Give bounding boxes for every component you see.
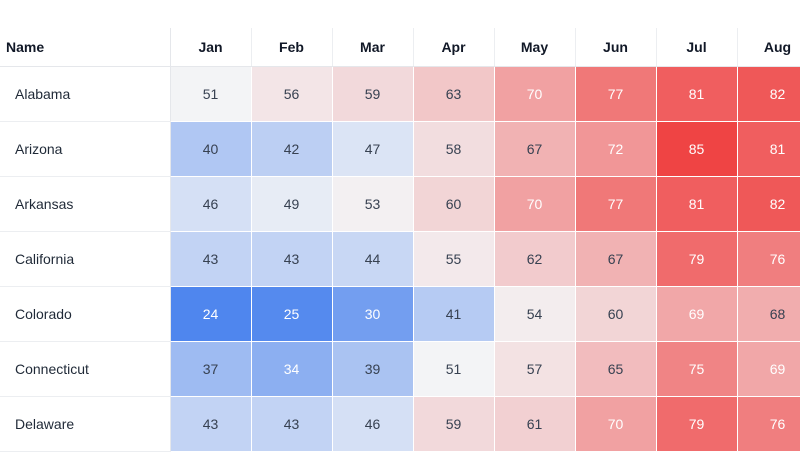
table-row: Colorado 24 25 30 41 54 60 69 68 — [0, 286, 800, 342]
heatmap-cell: 56 — [251, 66, 333, 122]
heatmap-cell: 42 — [251, 121, 333, 177]
column-header-mar[interactable]: Mar — [332, 28, 414, 67]
heatmap-cell: 43 — [170, 231, 252, 287]
heatmap-cell: 76 — [737, 231, 800, 287]
table-row: Arizona 40 42 47 58 67 72 85 81 — [0, 121, 800, 177]
heatmap-cell: 70 — [494, 66, 576, 122]
heatmap-cell: 72 — [575, 121, 657, 177]
heatmap-cell: 37 — [170, 341, 252, 397]
heatmap-cell: 76 — [737, 396, 800, 452]
heatmap-cell: 51 — [170, 66, 252, 122]
table-row: Delaware 43 43 46 59 61 70 79 76 — [0, 396, 800, 452]
heatmap-cell: 54 — [494, 286, 576, 342]
heatmap-cell: 82 — [737, 66, 800, 122]
heatmap-cell: 25 — [251, 286, 333, 342]
header-row: Name Jan Feb Mar Apr May Jun Jul Aug — [0, 28, 800, 67]
heatmap-cell: 62 — [494, 231, 576, 287]
heatmap-cell: 44 — [332, 231, 414, 287]
heatmap-cell: 69 — [656, 286, 738, 342]
heatmap-cell: 69 — [737, 341, 800, 397]
heatmap-cell: 46 — [170, 176, 252, 232]
heatmap-cell: 40 — [170, 121, 252, 177]
heatmap-cell: 43 — [170, 396, 252, 452]
heatmap-cell: 77 — [575, 176, 657, 232]
heatmap-cell: 70 — [494, 176, 576, 232]
heatmap-cell: 68 — [737, 286, 800, 342]
heatmap-cell: 60 — [575, 286, 657, 342]
heatmap-cell: 41 — [413, 286, 495, 342]
heatmap-cell: 30 — [332, 286, 414, 342]
table-body: Alabama 51 56 59 63 70 77 81 82 Arizona 40 42 47 58 67… — [0, 66, 800, 452]
table-row: Arkansas 46 49 53 60 70 77 81 82 — [0, 176, 800, 232]
heatmap-cell: 46 — [332, 396, 414, 452]
row-label: Delaware — [0, 396, 171, 452]
column-header-aug[interactable]: Aug — [737, 28, 800, 67]
heatmap-cell: 57 — [494, 341, 576, 397]
heatmap-cell: 51 — [413, 341, 495, 397]
column-header-jul[interactable]: Jul — [656, 28, 738, 67]
heatmap-cell: 59 — [413, 396, 495, 452]
column-header-jan[interactable]: Jan — [170, 28, 252, 67]
heatmap-cell: 65 — [575, 341, 657, 397]
heatmap-cell: 34 — [251, 341, 333, 397]
heatmap-cell: 61 — [494, 396, 576, 452]
column-header-jun[interactable]: Jun — [575, 28, 657, 67]
column-header-may[interactable]: May — [494, 28, 576, 67]
heatmap-cell: 70 — [575, 396, 657, 452]
heatmap-cell: 79 — [656, 231, 738, 287]
row-label: Colorado — [0, 286, 171, 342]
heatmap-cell: 60 — [413, 176, 495, 232]
row-label: Arizona — [0, 121, 171, 177]
row-label: Connecticut — [0, 341, 171, 397]
heatmap-cell: 81 — [737, 121, 800, 177]
table-row: Connecticut 37 34 39 51 57 65 75 69 — [0, 341, 800, 397]
column-header-apr[interactable]: Apr — [413, 28, 495, 67]
heatmap-cell: 58 — [413, 121, 495, 177]
column-header-name[interactable]: Name — [0, 28, 171, 67]
heatmap-cell: 77 — [575, 66, 657, 122]
table-row: California 43 43 44 55 62 67 79 76 — [0, 231, 800, 287]
heatmap-cell: 75 — [656, 341, 738, 397]
heatmap-cell: 81 — [656, 66, 738, 122]
heatmap-cell: 43 — [251, 396, 333, 452]
heatmap-cell: 59 — [332, 66, 414, 122]
heatmap-cell: 55 — [413, 231, 495, 287]
heatmap-cell: 67 — [575, 231, 657, 287]
heatmap-cell: 47 — [332, 121, 414, 177]
row-label: California — [0, 231, 171, 287]
heatmap-cell: 82 — [737, 176, 800, 232]
heatmap-cell: 79 — [656, 396, 738, 452]
row-label: Arkansas — [0, 176, 171, 232]
heatmap-cell: 85 — [656, 121, 738, 177]
heatmap-cell: 24 — [170, 286, 252, 342]
column-header-feb[interactable]: Feb — [251, 28, 333, 67]
heatmap-cell: 67 — [494, 121, 576, 177]
heatmap-cell: 39 — [332, 341, 414, 397]
row-label: Alabama — [0, 66, 171, 122]
heatmap-cell: 49 — [251, 176, 333, 232]
table-row: Alabama 51 56 59 63 70 77 81 82 — [0, 66, 800, 122]
heatmap-cell: 81 — [656, 176, 738, 232]
heatmap-cell: 53 — [332, 176, 414, 232]
heatmap-cell: 43 — [251, 231, 333, 287]
heatmap-table: Name Jan Feb Mar Apr May Jun Jul Aug Alabama 51 5… — [0, 28, 800, 452]
heatmap-cell: 63 — [413, 66, 495, 122]
